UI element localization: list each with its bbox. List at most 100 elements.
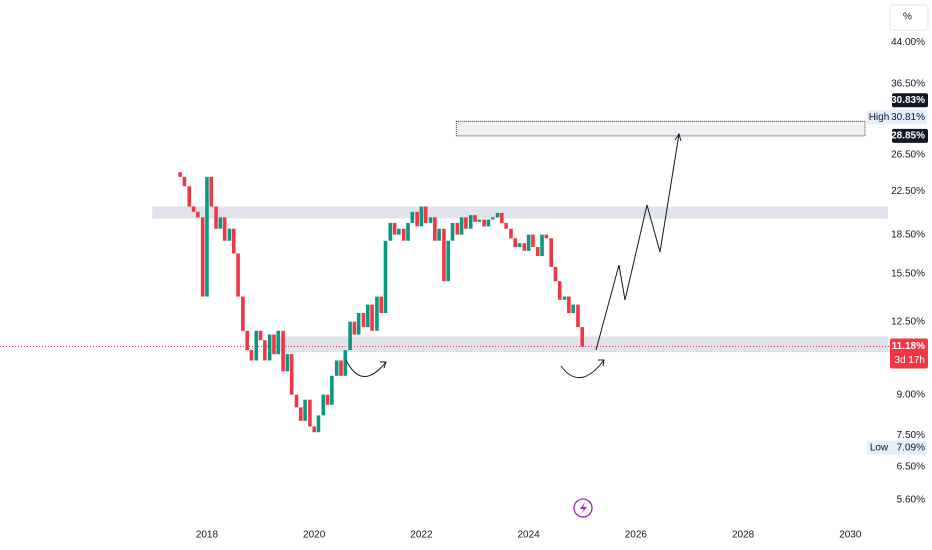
candle-body [379,296,383,314]
x-tick-label: 2018 [196,530,219,541]
candle-body [580,327,585,347]
candle-body [423,206,428,223]
candle-body [361,313,366,328]
candle-body [249,350,254,361]
candle-body [490,217,495,220]
y-tick-label: 6.50% [897,462,925,473]
y-tick-label: 7.50% [897,430,925,441]
candle-body [410,211,415,223]
candle-body [509,228,513,239]
candle-body [285,354,290,372]
candle-body [298,407,303,421]
candle-body [200,217,205,297]
high-value: 30.81% [891,112,925,123]
candle-body [343,350,348,376]
candle-body [272,334,276,355]
candle-body [245,330,249,351]
candle-body [401,228,406,241]
candle-body [557,281,562,300]
low-label-bg [867,440,927,455]
x-tick-label: 2026 [625,530,648,541]
candle-body [267,334,272,361]
candle-body [294,394,299,408]
candle-body [348,321,352,351]
y-tick-label: 12.50% [891,316,925,327]
price-label: 28.85% [891,131,925,142]
candle-body [339,360,343,376]
candle-body [308,399,312,427]
y-tick-label: 5.60% [897,495,925,506]
candle-body [254,330,259,361]
x-tick-label: 2022 [410,530,433,541]
low-value: 7.09% [897,442,925,453]
candle-body [531,234,535,247]
projection-path [595,133,680,351]
low-name: Low [870,442,889,453]
candle-body [178,172,182,177]
candle-body [383,240,388,314]
candle-body [433,217,437,241]
plot-area [0,120,890,433]
candle-body [526,234,531,251]
x-tick-label: 2030 [839,530,862,541]
y-tick-label: 36.50% [891,78,925,89]
unit-label: % [903,12,912,23]
candle-body [352,321,357,335]
candle-body [415,211,419,227]
candle-body [182,176,187,187]
candle-body [312,426,316,433]
candle-body [419,206,424,227]
candle-body [281,330,285,372]
candle-body [289,354,294,395]
y-tick-label: 9.00% [897,389,925,400]
candle-body [428,217,433,223]
candle-body [544,234,549,239]
candle-body [330,375,334,405]
candle-body [214,206,218,229]
arrow-head [598,359,605,367]
candle-body [334,360,339,376]
candle-body [356,313,361,335]
candle-body [513,238,518,247]
price-label: 30.83% [891,95,925,106]
candle-body [392,222,397,235]
price-label-bg [892,128,928,143]
candle-body [321,394,326,416]
candle-body [517,243,522,247]
candle-body [477,219,482,222]
candle-body [562,296,567,300]
candle-body [442,228,446,282]
current-label: 11.18% [892,341,925,352]
candle-body [455,222,460,235]
candle-body [187,186,192,207]
current-label-bg [890,338,928,369]
candle-body [500,212,504,223]
candle-body [406,222,410,241]
candle-body [540,234,544,257]
candle-body [209,176,214,207]
candle-body [567,296,571,314]
candle-body [227,228,232,241]
candle-body [205,176,209,297]
y-tick-label: 44.00% [891,37,925,48]
candle-body [303,399,307,421]
arrow-head [674,132,682,142]
curve-arrow [560,359,605,378]
candle-body [553,266,558,282]
candle-body [241,296,245,331]
unit-button[interactable] [889,4,929,31]
candle-body [325,394,330,405]
candle-body [191,206,196,212]
candle-body [222,217,227,241]
candle-body [388,222,393,241]
candle-body [576,304,580,328]
candle-body [196,211,200,218]
candle-body [486,219,491,227]
candle-body [218,217,223,229]
candle-body [375,296,379,331]
y-tick-label: 26.50% [891,149,925,160]
target-box [455,120,866,137]
countdown-label: 3d 17h [894,355,925,366]
lightning-icon[interactable] [573,498,593,518]
